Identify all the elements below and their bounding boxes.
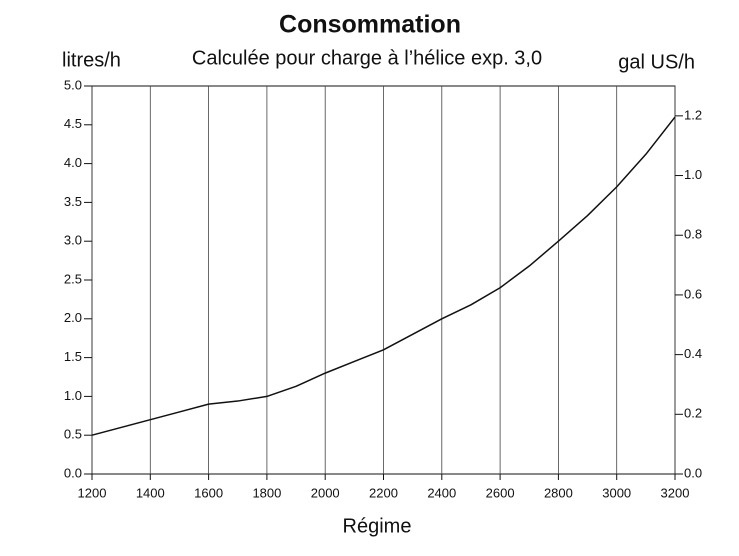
y-tick-label: 5.0 [64,77,82,92]
y2-tick-label: 0.2 [684,406,702,421]
y-tick-label: 1.0 [64,388,82,403]
y-tick-label: 4.5 [64,116,82,131]
y-tick-label: 0.5 [64,427,82,442]
y2-tick-label: 0.6 [684,286,702,301]
x-tick-label: 1400 [136,485,165,500]
x-tick-label: 2800 [544,485,573,500]
chart-title: Consommation [279,11,461,39]
x-tick-label: 2200 [369,485,398,500]
chart-subtitle: Calculée pour charge à l’hélice exp. 3,0 [192,47,542,69]
y2-tick-label: 0.4 [684,346,702,361]
y2-tick-label: 1.0 [684,167,702,182]
y-tick-label: 1.5 [64,349,82,364]
x-tick-label: 1600 [194,485,223,500]
y2-tick-label: 0.0 [684,465,702,480]
x-tick-label: 2400 [427,485,456,500]
x-tick-label: 3000 [602,485,631,500]
y2-tick-label: 0.8 [684,227,702,242]
x-tick-label: 2000 [311,485,340,500]
x-tick-label: 1800 [252,485,281,500]
y-tick-label: 3.0 [64,233,82,248]
y2-tick-label: 1.2 [684,107,702,122]
x-tick-label: 3200 [661,485,690,500]
y-tick-label: 0.0 [64,465,82,480]
y-tick-label: 3.5 [64,194,82,209]
y-axis-label: litres/h [62,49,121,71]
x-tick-label: 2600 [486,485,515,500]
y-tick-label: 4.0 [64,155,82,170]
x-axis-label: Régime [343,515,412,537]
y2-axis-label: gal US/h [618,51,695,73]
x-tick-label: 1200 [78,485,107,500]
data-line [91,116,676,436]
y-tick-label: 2.5 [64,271,82,286]
y-tick-label: 2.0 [64,310,82,325]
